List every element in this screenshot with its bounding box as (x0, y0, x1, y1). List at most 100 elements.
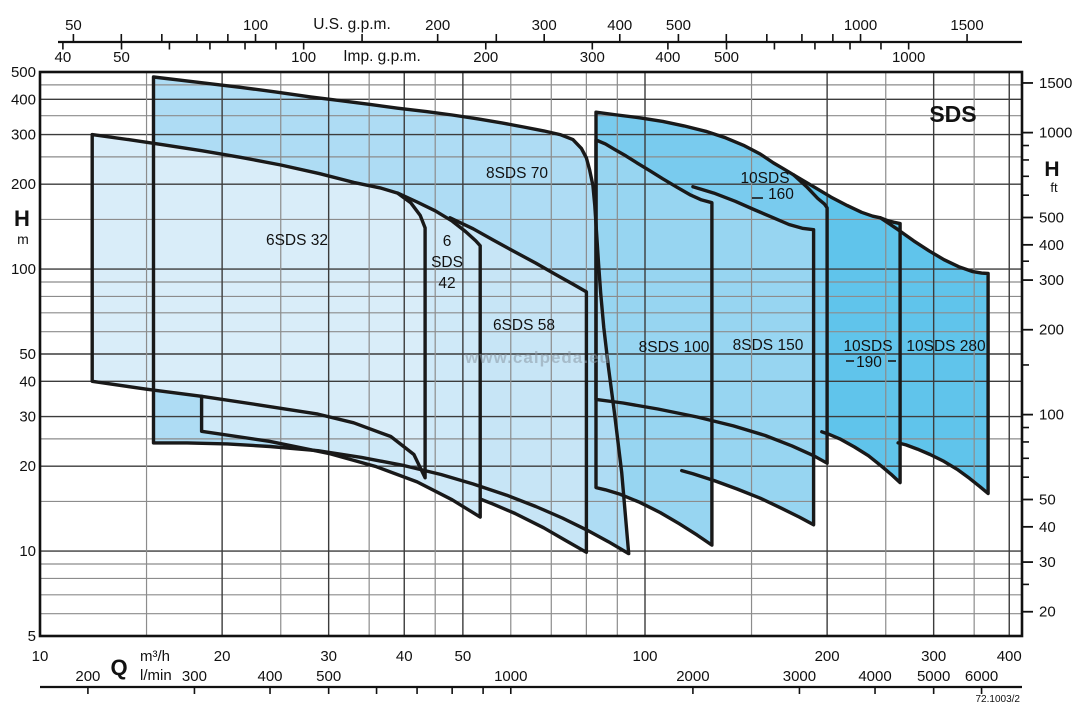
us-gpm-tick-label: 400 (607, 17, 632, 34)
imp-gpm-tick-label: 100 (291, 49, 316, 66)
envelope-label-8sds-70: 8SDS 70 (486, 165, 548, 182)
lmin-tick-label: 2000 (676, 668, 709, 685)
envelope-outline-10sds-280 (878, 216, 990, 496)
left-axis: 500 400 300 200 100 50 40 30 20 10 5 (11, 64, 36, 645)
imp-gpm-tick-label: 1000 (892, 49, 925, 66)
axis-unit-m3h: m³/h (140, 648, 170, 665)
imp-gpm-tick-label: 40 (55, 49, 72, 66)
imp-gpm-tick-label: 300 (580, 49, 605, 66)
h-ft-tick-label: 500 (1039, 210, 1064, 227)
lmin-tick-label: 1000 (494, 668, 527, 685)
envelope-outlines (90, 75, 990, 556)
envelope-outline-6sds-32 (90, 132, 427, 480)
right-axis: 1500 1000 500 400 300 200 100 50 40 30 20 (1022, 75, 1072, 621)
h-m-tick-label: 50 (19, 346, 36, 363)
h-ft-tick-label: 200 (1039, 322, 1064, 339)
diagram-code: 72.1003/2 (976, 694, 1021, 705)
lmin-tick-label: 6000 (965, 668, 998, 685)
envelope-label-10sds-160: 10SDS (740, 170, 789, 187)
h-m-tick-label: 400 (11, 91, 36, 108)
envelope-label-10sds-160: 160 (768, 186, 794, 203)
axis-unit-head-right-ft: ft (1050, 180, 1058, 195)
envelope-outline-10sds-160 (594, 110, 829, 465)
h-m-tick-label: 500 (11, 64, 36, 81)
axis-unit-lmin: l/min (140, 667, 172, 684)
h-m-tick-label: 10 (19, 543, 36, 560)
h-m-tick-label: 300 (11, 127, 36, 144)
h-ft-tick-label: 20 (1039, 604, 1056, 621)
imp-gpm-tick-label: 400 (655, 49, 680, 66)
lmin-tick-label: 400 (258, 668, 283, 685)
axis-title-us-gpm: U.S. g.p.m. (313, 16, 391, 33)
envelope-label-10sds-190: 190 (856, 354, 882, 371)
envelope-outline-6sds-58 (448, 216, 589, 554)
envelope-label-8sds-100: 8SDS 100 (639, 339, 710, 356)
envelope-label-10sds-280: 10SDS 280 (906, 338, 986, 355)
h-ft-tick-label: 30 (1039, 554, 1056, 571)
axis-title-imp-gpm: Imp. g.p.m. (343, 48, 421, 65)
h-ft-tick-label: 400 (1039, 237, 1064, 254)
envelope-outline-8sds-150 (680, 185, 816, 527)
h-ft-tick-label: 300 (1039, 272, 1064, 289)
h-ft-tick-label: 100 (1039, 407, 1064, 424)
lmin-tick-label: 3000 (783, 668, 816, 685)
axis-title-flow-q: Q (110, 655, 127, 680)
m3h-tick-label: 10 (32, 648, 49, 665)
envelope-label-6sds-32: 6SDS 32 (266, 232, 328, 249)
h-m-tick-label: 200 (11, 176, 36, 193)
envelope-outline-6-sds-42 (199, 191, 482, 519)
lmin-tick-label: 4000 (858, 668, 891, 685)
envelope-fills (92, 77, 989, 554)
h-m-tick-label: 40 (19, 373, 36, 390)
m3h-tick-label: 20 (214, 648, 231, 665)
axis-title-head-right: H (1044, 158, 1059, 181)
m3h-tick-label: 30 (320, 648, 337, 665)
h-m-tick-label: 5 (28, 628, 36, 645)
h-ft-tick-label: 1000 (1039, 125, 1072, 142)
bottom-axis: 10 20 30 40 50 100 200 300 400 200 300 400 500 1000 20… (32, 648, 1022, 694)
us-gpm-tick-label: 50 (65, 17, 82, 34)
m3h-tick-label: 400 (997, 648, 1022, 665)
h-m-tick-label: 20 (19, 458, 36, 475)
envelope-label-8sds-150: 8SDS 150 (733, 337, 804, 354)
envelope-label-6sds-58: 6SDS 58 (493, 317, 555, 334)
m3h-tick-label: 200 (815, 648, 840, 665)
us-gpm-tick-label: 500 (666, 17, 691, 34)
imp-gpm-tick-label: 500 (714, 49, 739, 66)
lmin-tick-label: 500 (316, 668, 341, 685)
axis-title-head-left: H (14, 206, 30, 231)
m3h-tick-label: 40 (396, 648, 413, 665)
watermark: www.calpeda.eu (464, 348, 611, 367)
lmin-tick-label: 5000 (917, 668, 950, 685)
us-gpm-tick-label: 200 (425, 17, 450, 34)
us-gpm-tick-label: 300 (532, 17, 557, 34)
axis-unit-head-left-m: m (17, 231, 29, 247)
m3h-tick-label: 50 (455, 648, 472, 665)
h-ft-tick-label: 1500 (1039, 75, 1072, 92)
lmin-tick-label: 200 (75, 668, 100, 685)
us-gpm-tick-label: 1500 (950, 17, 983, 34)
envelope-label-6-sds-42: 42 (438, 275, 455, 292)
envelope-fill-6sds-58 (450, 217, 587, 553)
envelope-label-6-sds-42: SDS (431, 254, 463, 271)
lmin-tick-label: 300 (182, 668, 207, 685)
envelope-outline-8sds-70 (151, 75, 631, 556)
us-gpm-tick-label: 100 (243, 17, 268, 34)
us-gpm-tick-label: 1000 (844, 17, 877, 34)
series-title: SDS (929, 101, 976, 127)
h-m-tick-label: 100 (11, 261, 36, 278)
h-ft-tick-label: 40 (1039, 519, 1056, 536)
h-ft-tick-label: 50 (1039, 492, 1056, 509)
envelope-label-10sds-190: 10SDS (843, 338, 892, 355)
envelope-outline-10sds-190 (791, 173, 902, 485)
h-m-tick-label: 30 (19, 409, 36, 426)
envelope-label-6-sds-42: 6 (443, 233, 452, 250)
m3h-tick-label: 100 (632, 648, 657, 665)
envelope-fill-8sds-100 (596, 140, 712, 546)
m3h-tick-label: 300 (921, 648, 946, 665)
